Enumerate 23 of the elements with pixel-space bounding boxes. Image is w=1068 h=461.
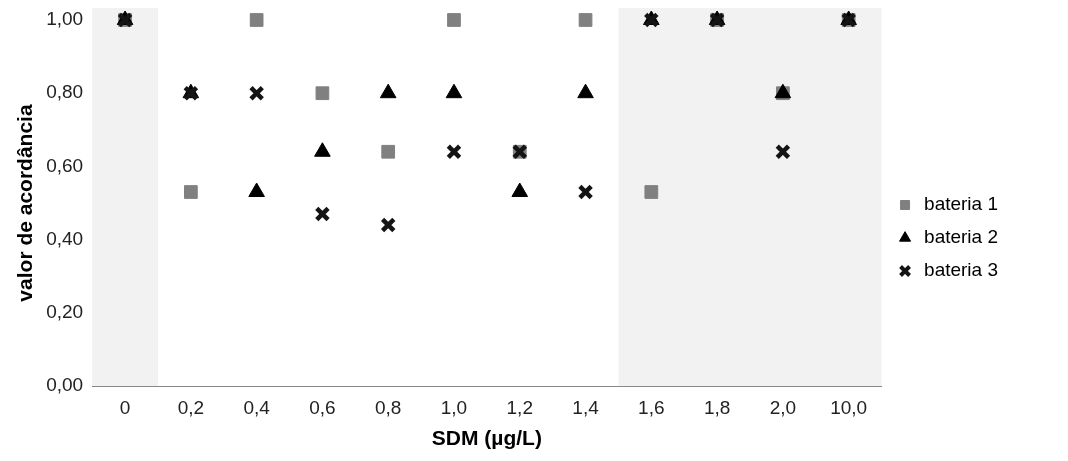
x-tick-label: 0,4 — [243, 396, 271, 418]
x-tick-label: 10,0 — [830, 396, 868, 418]
legend-label: bateria 3 — [924, 259, 999, 281]
x-tick-label: 1,2 — [506, 396, 533, 418]
y-tick-label: 0,60 — [46, 154, 84, 176]
legend-label: bateria 2 — [924, 226, 999, 248]
y-tick-label: 0,80 — [46, 81, 84, 103]
x-axis-title: SDM (µg/L) — [431, 426, 542, 450]
x-tick-label: 0,6 — [309, 396, 336, 418]
x-tick-label: 1,4 — [572, 396, 600, 418]
legend-label: bateria 1 — [924, 193, 999, 215]
y-tick-label: 0,20 — [46, 301, 84, 323]
x-tick-label: 0 — [119, 396, 131, 418]
x-tick-label: 1,8 — [703, 396, 731, 418]
x-tick-label: 0,2 — [177, 396, 205, 418]
y-axis-title: valor de acordância — [13, 104, 37, 302]
y-tick-label: 0,40 — [46, 227, 84, 249]
y-tick-label: 0,00 — [46, 374, 84, 396]
x-tick-label: 1,0 — [440, 396, 468, 418]
x-tick-label: 1,6 — [638, 396, 665, 418]
x-tick-label: 0,8 — [374, 396, 402, 418]
x-tick-label: 2,0 — [769, 396, 797, 418]
y-tick-label: 1,00 — [46, 8, 84, 30]
